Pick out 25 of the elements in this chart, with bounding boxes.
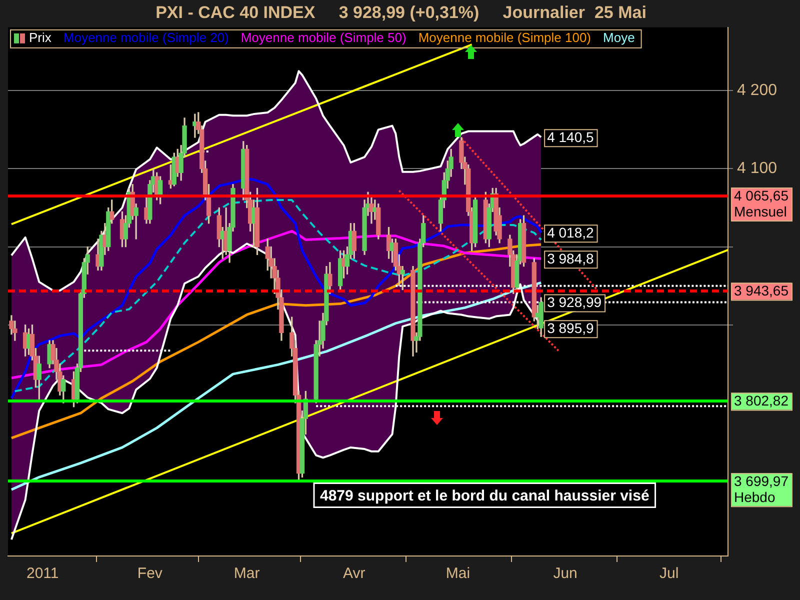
x-tick-label: Avr (343, 565, 366, 582)
ref-line-label: 4 065,65 Mensuel (734, 187, 789, 220)
x-tick-label: Jun (553, 565, 578, 582)
annotation: 4 018,2 (547, 224, 594, 240)
x-tick-label: Mar (234, 565, 260, 582)
x-tick-label: Fev (137, 565, 163, 582)
annotation: 4879 support et le bord du canal haussier visé (320, 487, 650, 504)
annotation: 3 895,9 (547, 320, 594, 336)
ref-line-label: 3 802,82 (734, 392, 789, 409)
text: Moyenne mobile (Simple 20) (63, 30, 229, 45)
ref-line-label: 3 699,97 Hebdo (734, 472, 789, 505)
text: Moyenne mobile (Simple 50) (240, 30, 406, 45)
annotation: 3 928,99 (547, 294, 602, 310)
x-tick-label: Jul (660, 565, 679, 582)
text: Moyenne mobile (Simple 100) (418, 30, 592, 45)
text: Moye (603, 30, 635, 45)
legend-label: Prix (29, 30, 52, 45)
annotation: 4 140,5 (547, 128, 594, 145)
x-tick-label: Mai (446, 565, 470, 582)
y-tick-label: 4 200 (737, 82, 778, 100)
ref-line-label: 3 943,65 (734, 282, 789, 299)
annotation: 3 984,8 (547, 250, 594, 267)
x-tick-label: 2011 (26, 565, 59, 582)
y-tick-label: 4 100 (737, 160, 778, 178)
chart-title: PXI - CAC 40 INDEX 3 928,99 (+0,31%) Journalier 25 Mai (156, 2, 646, 22)
